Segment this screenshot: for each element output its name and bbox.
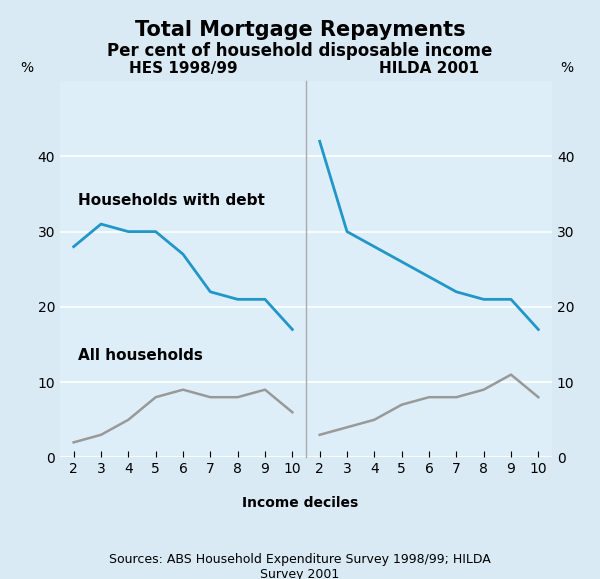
Text: %: % <box>560 61 574 75</box>
Title: HES 1998/99: HES 1998/99 <box>128 61 238 76</box>
Title: HILDA 2001: HILDA 2001 <box>379 61 479 76</box>
Text: Per cent of household disposable income: Per cent of household disposable income <box>107 42 493 60</box>
Text: Sources: ABS Household Expenditure Survey 1998/99; HILDA
Survey 2001: Sources: ABS Household Expenditure Surve… <box>109 553 491 579</box>
Text: All households: All households <box>78 347 203 362</box>
Text: Income deciles: Income deciles <box>242 496 358 510</box>
Text: %: % <box>20 61 34 75</box>
Text: Total Mortgage Repayments: Total Mortgage Repayments <box>134 20 466 41</box>
Text: Households with debt: Households with debt <box>78 193 265 208</box>
